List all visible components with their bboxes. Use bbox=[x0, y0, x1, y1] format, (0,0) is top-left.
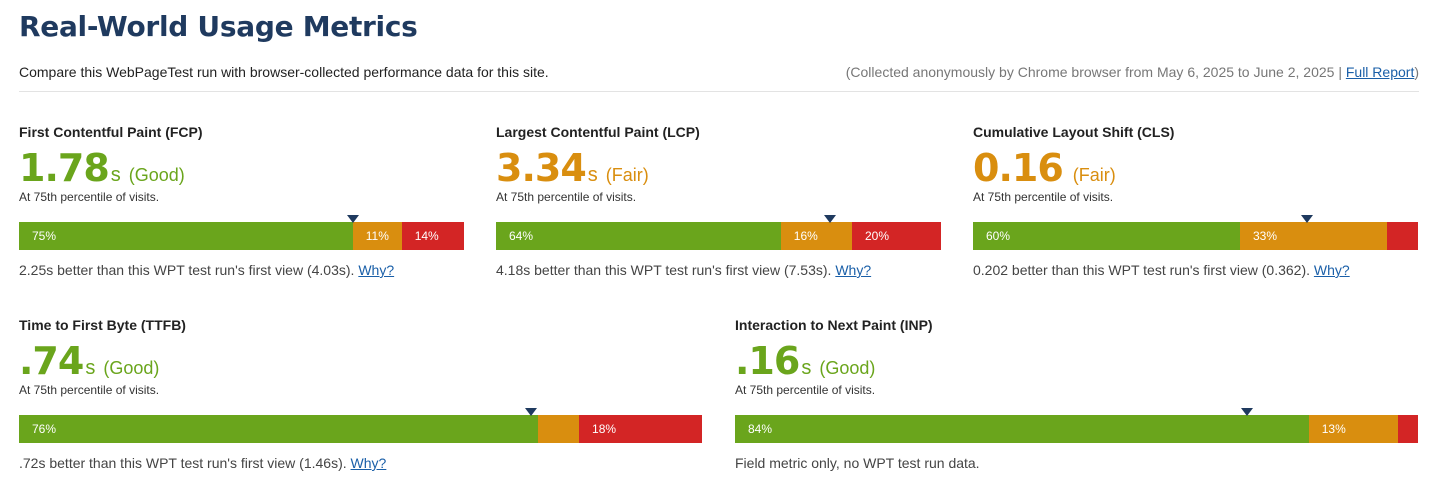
metric-comparison: Field metric only, no WPT test run data. bbox=[735, 455, 1418, 471]
metric-ttfb: Time to First Byte (TTFB) .74 s (Good) At … bbox=[19, 317, 702, 471]
header-divider bbox=[19, 91, 1419, 92]
good-segment: 64% bbox=[496, 222, 781, 250]
metric-value: .74 bbox=[19, 339, 84, 383]
good-segment: 84% bbox=[735, 415, 1309, 443]
comparison-text: Field metric only, no WPT test run data. bbox=[735, 455, 980, 471]
collection-text: (Collected anonymously by Chrome browser… bbox=[845, 64, 1342, 80]
fair-segment: 33% bbox=[1240, 222, 1387, 250]
collection-info: (Collected anonymously by Chrome browser… bbox=[846, 64, 1419, 80]
p75-marker-icon bbox=[1241, 408, 1254, 416]
metric-value: 3.34 bbox=[496, 146, 587, 190]
metric-rating: (Good) bbox=[128, 165, 185, 185]
metric-percentile: At 75th percentile of visits. bbox=[496, 190, 637, 204]
metric-value-row: .74 s (Good) bbox=[19, 341, 702, 381]
distribution-bar: 60% 33% bbox=[973, 215, 1418, 250]
comparison-text: 0.202 better than this WPT test run's fi… bbox=[973, 262, 1311, 278]
metric-value: 1.78 bbox=[19, 146, 110, 190]
distribution-bar: 64% 16% 20% bbox=[496, 215, 941, 250]
p75-marker-icon bbox=[823, 215, 836, 223]
fair-segment bbox=[538, 415, 580, 443]
metric-name: Interaction to Next Paint (INP) bbox=[735, 317, 933, 333]
comparison-text: .72s better than this WPT test run's fir… bbox=[19, 455, 347, 471]
why-link[interactable]: Why? bbox=[350, 455, 387, 471]
poor-segment bbox=[1386, 222, 1418, 250]
metric-rating: (Good) bbox=[103, 358, 160, 378]
metric-unit: s bbox=[110, 164, 121, 186]
good-segment: 76% bbox=[19, 415, 539, 443]
metric-rating: (Good) bbox=[819, 358, 876, 378]
metric-unit: s bbox=[85, 357, 96, 379]
metric-name: Cumulative Layout Shift (CLS) bbox=[973, 124, 1175, 140]
metric-cls: Cumulative Layout Shift (CLS) 0.16 (Fair)… bbox=[973, 124, 1418, 278]
comparison-text: 4.18s better than this WPT test run's fi… bbox=[496, 262, 832, 278]
fair-segment: 11% bbox=[352, 222, 402, 250]
good-segment: 75% bbox=[19, 222, 353, 250]
metric-comparison: 2.25s better than this WPT test run's fi… bbox=[19, 262, 464, 278]
metric-fcp: First Contentful Paint (FCP) 1.78 s (Good)… bbox=[19, 124, 464, 278]
poor-segment: 18% bbox=[579, 415, 702, 443]
metric-comparison: 4.18s better than this WPT test run's fi… bbox=[496, 262, 941, 278]
full-report-link[interactable]: Full Report bbox=[1345, 64, 1415, 80]
metric-comparison: .72s better than this WPT test run's fir… bbox=[19, 455, 702, 471]
metric-rating: (Fair) bbox=[1072, 165, 1116, 185]
metric-name: First Contentful Paint (FCP) bbox=[19, 124, 203, 140]
metric-unit: s bbox=[801, 357, 812, 379]
distribution-bar: 84% 13% bbox=[735, 408, 1418, 443]
distribution-bar: 76% 18% bbox=[19, 408, 702, 443]
p75-marker-icon bbox=[525, 408, 538, 416]
metric-percentile: At 75th percentile of visits. bbox=[735, 383, 876, 397]
good-segment: 60% bbox=[973, 222, 1240, 250]
metric-percentile: At 75th percentile of visits. bbox=[973, 190, 1114, 204]
comparison-text: 2.25s better than this WPT test run's fi… bbox=[19, 262, 355, 278]
why-link[interactable]: Why? bbox=[358, 262, 395, 278]
metric-inp: Interaction to Next Paint (INP) .16 s (Goo… bbox=[735, 317, 1418, 471]
metric-name: Largest Contentful Paint (LCP) bbox=[496, 124, 700, 140]
poor-segment: 20% bbox=[851, 222, 941, 250]
metric-name: Time to First Byte (TTFB) bbox=[19, 317, 186, 333]
metric-rating: (Fair) bbox=[605, 165, 649, 185]
fair-segment: 13% bbox=[1308, 415, 1398, 443]
metric-comparison: 0.202 better than this WPT test run's fi… bbox=[973, 262, 1418, 278]
poor-segment: 14% bbox=[401, 222, 464, 250]
metric-unit: s bbox=[587, 164, 598, 186]
metric-lcp: Largest Contentful Paint (LCP) 3.34 s (Fai… bbox=[496, 124, 941, 278]
page-subtitle: Compare this WebPageTest run with browse… bbox=[19, 64, 549, 80]
metric-value: .16 bbox=[735, 339, 800, 383]
poor-segment bbox=[1397, 415, 1418, 443]
fair-segment: 16% bbox=[780, 222, 852, 250]
metric-value-row: .16 s (Good) bbox=[735, 341, 1418, 381]
metric-value-row: 3.34 s (Fair) bbox=[496, 148, 941, 188]
page-title: Real-World Usage Metrics bbox=[19, 10, 418, 43]
metric-value-row: 1.78 s (Good) bbox=[19, 148, 464, 188]
why-link[interactable]: Why? bbox=[1313, 262, 1350, 278]
collection-close: ) bbox=[1414, 64, 1419, 80]
distribution-bar: 75% 11% 14% bbox=[19, 215, 464, 250]
metric-value: 0.16 bbox=[973, 146, 1064, 190]
metric-value-row: 0.16 (Fair) bbox=[973, 148, 1418, 188]
p75-marker-icon bbox=[346, 215, 359, 223]
why-link[interactable]: Why? bbox=[835, 262, 872, 278]
metric-percentile: At 75th percentile of visits. bbox=[19, 383, 160, 397]
metric-percentile: At 75th percentile of visits. bbox=[19, 190, 160, 204]
p75-marker-icon bbox=[1300, 215, 1313, 223]
